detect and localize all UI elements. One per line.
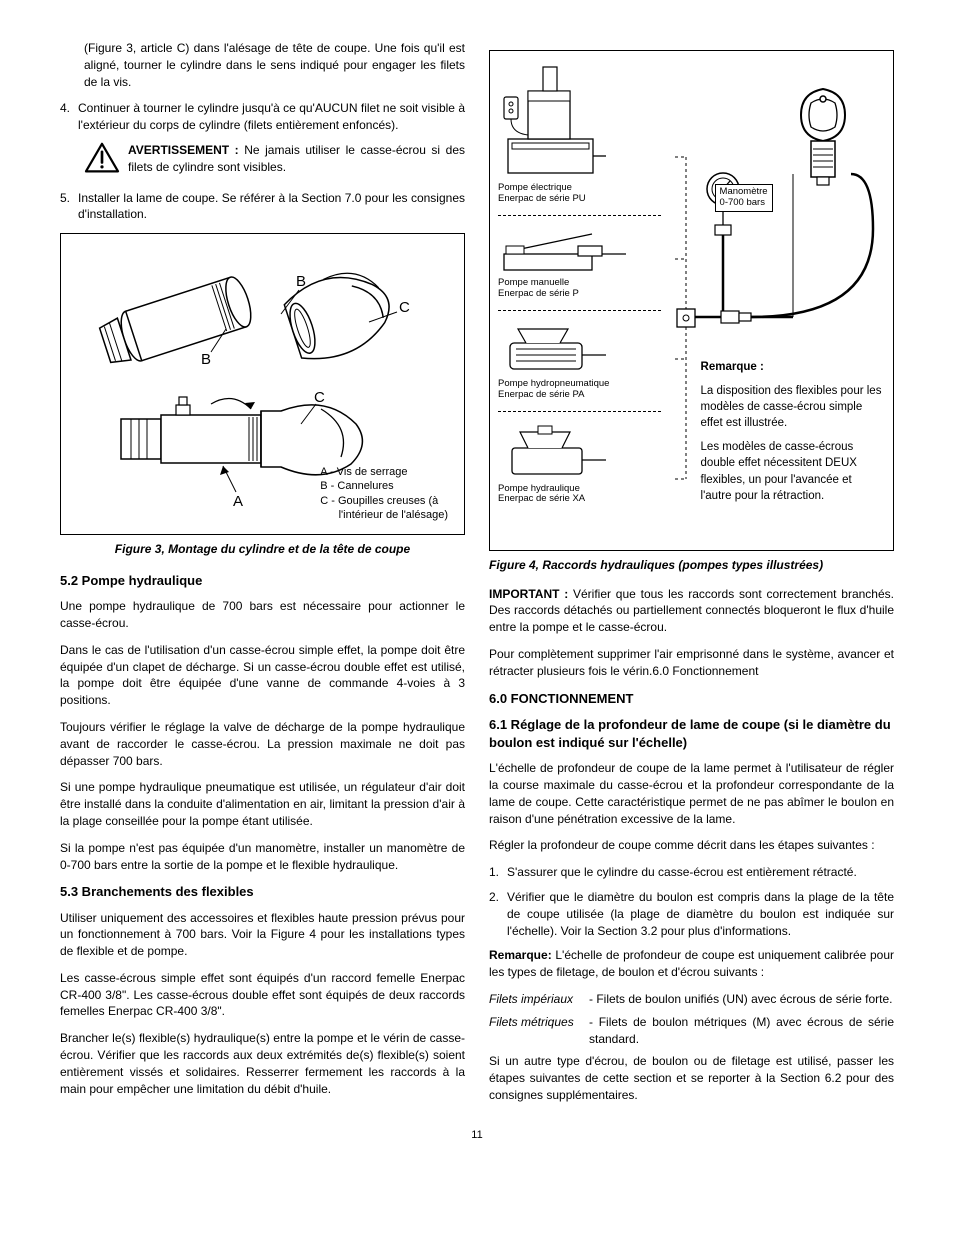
figure-4-inner: Pompe électrique Enerpac de série PU <box>498 59 885 544</box>
step-text: Installer la lame de coupe. Se référer à… <box>78 190 465 224</box>
intro-paragraph: (Figure 3, article C) dans l'alésage de … <box>60 40 465 90</box>
step-text: Continuer à tourner le cylindre jusqu'à … <box>78 100 465 134</box>
step-list-6-1: 1. S'assurer que le cylindre du casse-éc… <box>489 864 894 939</box>
page-number: 11 <box>60 1128 894 1143</box>
figure-3-caption: Figure 3, Montage du cylindre et de la t… <box>60 541 465 558</box>
pump-hydropneumatic-drawing <box>498 321 608 377</box>
pump-xa: Pompe hydraulique Enerpac de série XA <box>498 420 661 508</box>
p-6-1-1: L'échelle de profondeur de coupe de la l… <box>489 760 894 827</box>
figure-4-right: Manomètre 0-700 bars Remarque : La dispo… <box>661 59 885 544</box>
important-para: IMPORTANT : Vérifier que tous les raccor… <box>489 586 894 636</box>
step-number: 5. <box>60 190 78 224</box>
pump-xa-drawing <box>498 422 608 482</box>
p-5-2-2: Dans le cas de l'utilisation d'un casse-… <box>60 642 465 709</box>
note-para: Remarque: L'échelle de profondeur de cou… <box>489 947 894 981</box>
pump-hydropneumatic: Pompe hydropneumatique Enerpac de série … <box>498 319 661 403</box>
fig3-letter-b2: B <box>201 351 211 368</box>
gauge-label: Manomètre 0-700 bars <box>715 184 773 212</box>
warning-label: AVERTISSEMENT : <box>128 143 239 157</box>
p-5-2-3: Toujours vérifier le réglage la valve de… <box>60 719 465 769</box>
left-column: (Figure 3, article C) dans l'alésage de … <box>60 40 465 1114</box>
fig3-letter-c2: C <box>314 389 325 406</box>
pump-electric: Pompe électrique Enerpac de série PU <box>498 59 661 207</box>
p-6-1-3: Si un autre type d'écrou, de boulon ou d… <box>489 1053 894 1103</box>
pump-manual-drawing <box>498 226 628 276</box>
p-5-3-3: Brancher le(s) flexible(s) hydraulique(s… <box>60 1030 465 1097</box>
page-columns: (Figure 3, article C) dans l'alésage de … <box>60 40 894 1114</box>
figure-3-inner: B B C C A A - Vis de serrage B - Cannelu… <box>71 244 454 524</box>
right-column: Pompe électrique Enerpac de série PU <box>489 40 894 1114</box>
heading-5-3: 5.3 Branchements des flexibles <box>60 883 465 901</box>
warning-icon <box>84 142 120 174</box>
p-5-2-1: Une pompe hydraulique de 700 bars est né… <box>60 598 465 632</box>
p-5-2-4: Si une pompe hydraulique pneumatique est… <box>60 779 465 829</box>
pump-electric-drawing <box>498 61 608 181</box>
p-6-1-2: Régler la profondeur de coupe comme décr… <box>489 837 894 854</box>
warning-block: AVERTISSEMENT : Ne jamais utiliser le ca… <box>84 142 465 176</box>
figure-4-pumps: Pompe électrique Enerpac de série PU <box>498 59 661 544</box>
step-list-1: 4. Continuer à tourner le cylindre jusqu… <box>60 100 465 134</box>
figure-4-caption: Figure 4, Raccords hydrauliques (pompes … <box>489 557 894 574</box>
threads-imperial: Filets impériaux - Filets de boulon unif… <box>489 991 894 1008</box>
heading-6-1: 6.1 Réglage de la profondeur de lame de … <box>489 716 894 752</box>
step-list-2: 5. Installer la lame de coupe. Se référe… <box>60 190 465 224</box>
figure-4-box: Pompe électrique Enerpac de série PU <box>489 50 894 551</box>
heading-5-2: 5.2 Pompe hydraulique <box>60 572 465 590</box>
heading-6-0: 6.0 FONCTIONNEMENT <box>489 690 894 708</box>
fig3-letter-b: B <box>296 273 306 290</box>
fig3-letter-c: C <box>399 299 410 316</box>
air-para: Pour complètement supprimer l'air empris… <box>489 646 894 680</box>
p-5-3-2: Les casse-écrous simple effet sont équip… <box>60 970 465 1020</box>
threads-metric: Filets métriques - Filets de boulon métr… <box>489 1014 894 1048</box>
pump-manual: Pompe manuelle Enerpac de série P <box>498 224 661 302</box>
warning-text: AVERTISSEMENT : Ne jamais utiliser le ca… <box>128 142 465 176</box>
p-5-2-5: Si la pompe n'est pas équipée d'un manom… <box>60 840 465 874</box>
figure-3-legend: A - Vis de serrage B - Cannelures C - Go… <box>320 465 448 522</box>
figure-3-box: B B C C A A - Vis de serrage B - Cannelu… <box>60 233 465 535</box>
step-number: 4. <box>60 100 78 134</box>
fig3-letter-a: A <box>233 493 243 510</box>
figure-4-remark: Remarque : La disposition des flexibles … <box>701 359 883 512</box>
p-5-3-1: Utiliser uniquement des accessoires et f… <box>60 910 465 960</box>
